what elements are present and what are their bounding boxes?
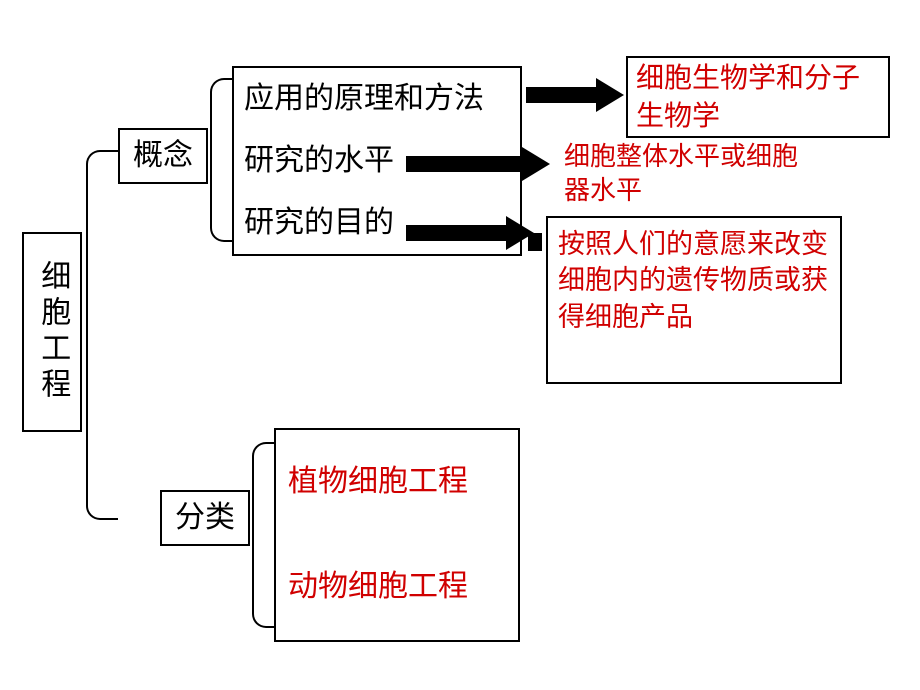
concept-label: 概念 — [133, 136, 193, 177]
category-label: 分类 — [175, 498, 235, 539]
concept-target-2: 按照人们的意愿来改变细胞内的遗传物质或获得细胞产品 — [558, 226, 830, 335]
arrow-3-drop — [528, 233, 542, 251]
concept-item-row: 应用的原理和方法 — [234, 75, 520, 124]
concept-item-1: 研究的水平 — [244, 144, 394, 177]
concept-item-2: 研究的目的 — [244, 206, 394, 239]
category-item-1: 动物细胞工程 — [288, 567, 468, 608]
category-item-0: 植物细胞工程 — [288, 462, 468, 503]
category-node: 分类 — [160, 490, 250, 546]
concept-target-0: 细胞生物学和分子生物学 — [636, 59, 880, 135]
arrow-3-shaft — [406, 225, 506, 241]
concept-target-0-box: 细胞生物学和分子生物学 — [626, 56, 890, 138]
root-node: 细胞工程 — [22, 232, 82, 432]
category-bracket — [252, 442, 274, 628]
category-items-box: 植物细胞工程 动物细胞工程 — [274, 428, 520, 642]
concept-target-2-box: 按照人们的意愿来改变细胞内的遗传物质或获得细胞产品 — [546, 216, 842, 384]
arrow-1-head — [596, 78, 624, 112]
concept-item-0: 应用的原理和方法 — [244, 82, 484, 115]
concept-target-1-box: 细胞整体水平或细胞器水平 — [564, 140, 814, 208]
concept-target-1: 细胞整体水平或细胞器水平 — [564, 141, 798, 205]
concept-node: 概念 — [118, 128, 208, 184]
arrow-2-head — [522, 147, 550, 181]
root-label: 细胞工程 — [32, 260, 73, 404]
arrow-2-shaft — [406, 156, 522, 172]
arrow-1-shaft — [526, 87, 596, 103]
root-bracket — [86, 150, 118, 520]
concept-bracket — [210, 78, 232, 242]
